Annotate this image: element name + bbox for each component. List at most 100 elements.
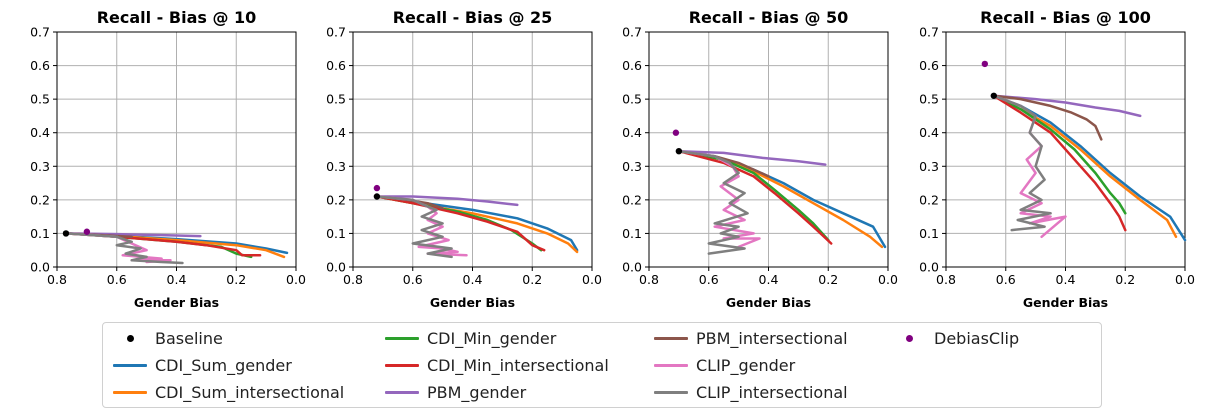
series-line-cdi-sum-gender: [375, 195, 579, 252]
y-tick-label: 0.1: [919, 226, 939, 241]
x-tick-label: 0.6: [403, 272, 423, 287]
x-tick-label: 0.0: [878, 272, 898, 287]
y-tick-label: 0.3: [622, 159, 642, 174]
legend-swatch: [113, 355, 147, 375]
legend-marker-dot: [127, 335, 134, 342]
y-tick-label: 0.3: [326, 159, 346, 174]
y-tick-label: 0.6: [919, 58, 939, 73]
legend-label: PBM_gender: [427, 382, 527, 402]
series-line-cdi-min-intersectional: [375, 195, 546, 252]
point-baseline: [62, 230, 70, 237]
x-tick-label: 0.6: [996, 272, 1016, 287]
y-tick-label: 0.7: [30, 25, 50, 40]
legend-label: PBM_intersectional: [696, 328, 848, 348]
point-baseline: [990, 92, 997, 99]
legend-item: CLIP_gender: [654, 354, 795, 376]
x-tick-label: 0.8: [343, 272, 363, 287]
legend-marker-line: [385, 337, 419, 340]
series-line-clip-intersectional: [992, 94, 1052, 232]
legend-swatch: [654, 355, 688, 375]
plot-frame: [945, 31, 1186, 268]
y-tick-label: 0.4: [30, 125, 50, 140]
legend-item: CDI_Min_intersectional: [385, 354, 609, 376]
legend-item: DebiasClip: [892, 327, 1019, 349]
y-tick-label: 0.7: [326, 25, 346, 40]
charts-figure: 0.8 0.6 0.4 0.2 0.0 0.0 0.1 0.2 0.3 0.4 0.5 0.6 0.7 R…: [30, 8, 1195, 310]
series-line-cdi-min-intersectional: [992, 94, 1127, 232]
chart-title: Recall - Bias @ 50: [689, 8, 849, 27]
y-tick-label: 0.6: [622, 58, 642, 73]
legend-label: CDI_Min_gender: [427, 328, 557, 348]
legend-swatch: [654, 328, 688, 348]
chart-panel-3: 0.8 0.6 0.4 0.2 0.0 0.0 0.1 0.2 0.3 0.4 0.5 0.6 0.7 R…: [622, 8, 898, 310]
plot-frame: [56, 31, 297, 268]
x-tick-label: 0.0: [286, 272, 306, 287]
x-axis-label: Gender Bias: [1023, 295, 1108, 310]
x-tick-label: 0.2: [226, 272, 246, 287]
legend-item: Baseline: [113, 327, 223, 349]
legend-label: CDI_Sum_intersectional: [155, 382, 345, 402]
y-tick-label: 0.6: [326, 58, 346, 73]
legend-marker-line: [654, 364, 688, 367]
chart-title: Recall - Bias @ 10: [97, 8, 257, 27]
point-debiasclip: [672, 129, 680, 136]
y-tick-label: 0.1: [30, 226, 50, 241]
y-tick-label: 0.5: [30, 92, 50, 107]
x-tick-label: 0.4: [1056, 272, 1076, 287]
y-tick-label: 0.0: [622, 260, 642, 275]
y-tick-label: 0.7: [622, 25, 642, 40]
point-debiasclip: [83, 228, 91, 235]
y-tick-label: 0.3: [919, 159, 939, 174]
series-line-clip-intersectional: [375, 195, 453, 259]
legend-label: CDI_Min_intersectional: [427, 355, 609, 375]
legend-item: PBM_intersectional: [654, 327, 848, 349]
series-line-pbm-intersectional: [992, 94, 1103, 141]
series-line-pbm-gender: [992, 94, 1142, 118]
legend-marker-dot: [906, 335, 913, 342]
x-tick-label: 0.4: [759, 272, 779, 287]
y-tick-label: 0.4: [326, 125, 346, 140]
x-tick-label: 0.4: [167, 272, 187, 287]
legend-label: CLIP_gender: [696, 355, 796, 375]
legend-marker-line: [113, 364, 147, 367]
y-tick-label: 0.1: [326, 226, 346, 241]
y-tick-label: 0.0: [919, 260, 939, 275]
series-line-cdi-sum-intersectional: [375, 195, 579, 254]
x-tick-label: 0.8: [47, 272, 67, 287]
y-tick-label: 0.2: [622, 192, 642, 207]
legend-swatch: [892, 328, 926, 348]
legend-item: CDI_Sum_gender: [113, 354, 292, 376]
series-line-cdi-min-gender: [992, 94, 1127, 215]
point-baseline: [675, 147, 683, 155]
x-axis-label: Gender Bias: [726, 295, 811, 310]
x-tick-label: 0.8: [936, 272, 956, 287]
legend-swatch: [385, 382, 419, 402]
legend-marker-line: [654, 391, 688, 394]
series-line-pbm-gender: [375, 195, 519, 207]
y-tick-label: 0.6: [30, 58, 50, 73]
y-tick-label: 0.4: [919, 125, 939, 140]
x-axis-label: Gender Bias: [134, 295, 219, 310]
chart-title: Recall - Bias @ 25: [393, 8, 553, 27]
legend-item: CDI_Sum_intersectional: [113, 381, 344, 403]
legend-marker-line: [385, 391, 419, 394]
legend-swatch: [113, 328, 147, 348]
y-tick-label: 0.2: [30, 192, 50, 207]
legend-label: Baseline: [155, 328, 223, 348]
legend-swatch: [654, 382, 688, 402]
chart-panel-2: 0.8 0.6 0.4 0.2 0.0 0.0 0.1 0.2 0.3 0.4 0.5 0.6 0.7 R…: [326, 8, 602, 310]
legend: Baseline CDI_Sum_gender CDI_Sum_intersecti…: [102, 322, 1102, 408]
y-tick-label: 0.5: [622, 92, 642, 107]
x-tick-label: 0.6: [699, 272, 719, 287]
legend-swatch: [385, 355, 419, 375]
point-baseline: [373, 193, 381, 200]
series-line-clip-intersectional: [64, 232, 184, 265]
chart-panel-4: 0.8 0.6 0.4 0.2 0.0 0.0 0.1 0.2 0.3 0.4 0.5 0.6 0.7 R…: [919, 8, 1195, 310]
legend-label: CLIP_intersectional: [696, 382, 848, 402]
legend-swatch: [385, 328, 419, 348]
chart-panel-1: 0.8 0.6 0.4 0.2 0.0 0.0 0.1 0.2 0.3 0.4 0.5 0.6 0.7 R…: [30, 8, 306, 310]
y-tick-label: 0.5: [919, 92, 939, 107]
plot-frame: [352, 31, 593, 268]
legend-item: CLIP_intersectional: [654, 381, 848, 403]
y-tick-label: 0.7: [919, 25, 939, 40]
